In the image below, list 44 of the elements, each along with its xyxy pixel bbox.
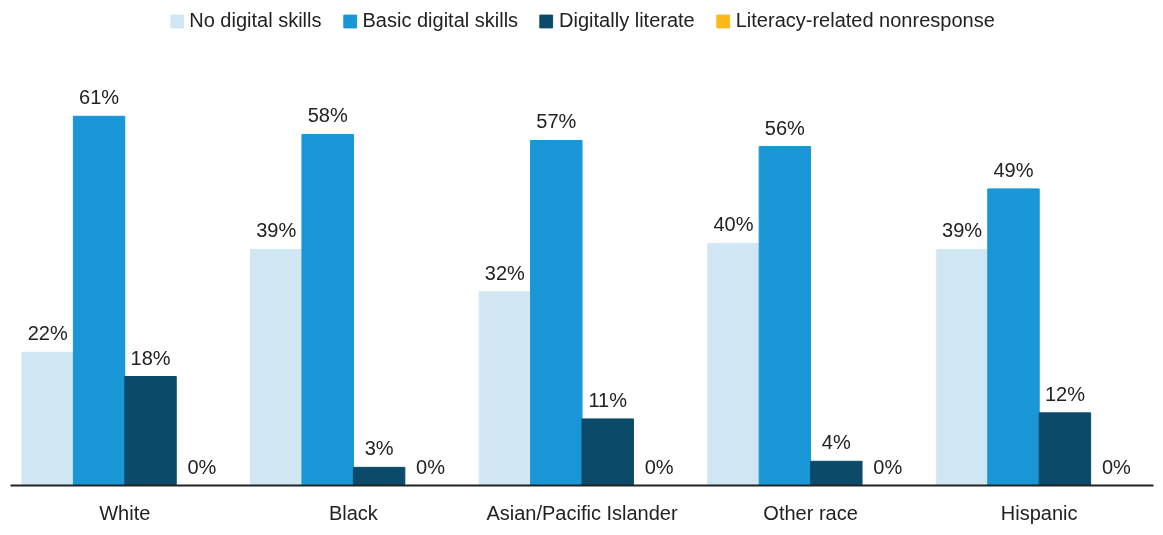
data-label: 58%: [307, 104, 348, 127]
legend-label: No digital skills: [189, 9, 322, 32]
x-tick-label: Black: [328, 501, 379, 524]
data-label: 0%: [416, 455, 446, 478]
data-label: 49%: [993, 158, 1034, 181]
bar: [581, 418, 634, 486]
x-tick-label: Hispanic: [1000, 501, 1078, 524]
data-label: 39%: [256, 219, 297, 242]
data-label: 0%: [187, 455, 217, 478]
bar: [352, 466, 406, 486]
legend-label: Basic digital skills: [362, 9, 519, 32]
bar: [21, 351, 74, 486]
data-label: 0%: [873, 455, 903, 478]
data-label: 0%: [1101, 455, 1132, 478]
legend-label: Digitally literate: [559, 9, 695, 32]
bar: [478, 291, 532, 486]
data-label: 4%: [821, 431, 851, 454]
bar: [935, 248, 989, 486]
bar: [301, 133, 354, 486]
bar: [250, 248, 303, 486]
data-label: 18%: [130, 346, 171, 369]
bar: [810, 460, 863, 486]
x-tick-label: Other race: [763, 501, 858, 524]
data-label: 32%: [484, 261, 526, 284]
legend-label: Literacy-related nonresponse: [735, 9, 995, 32]
x-tick-label: Asian/Pacific Islander: [486, 501, 678, 524]
bar: [124, 376, 177, 486]
bar: [530, 139, 583, 486]
data-label: 0%: [644, 455, 674, 478]
data-label: 57%: [536, 110, 577, 133]
data-label: 61%: [79, 86, 120, 109]
data-label: 40%: [713, 213, 754, 236]
data-label: 12%: [1044, 382, 1086, 405]
data-label: 56%: [764, 116, 806, 139]
x-tick-label: White: [99, 501, 151, 524]
bar: [758, 146, 812, 486]
bar: [1038, 412, 1092, 486]
bar: [987, 188, 1040, 486]
data-label: 3%: [364, 437, 394, 460]
data-label: 11%: [588, 388, 628, 411]
bar: [72, 115, 126, 486]
bar: [707, 242, 760, 486]
data-label: 39%: [942, 219, 983, 242]
data-label: 22%: [27, 322, 68, 345]
